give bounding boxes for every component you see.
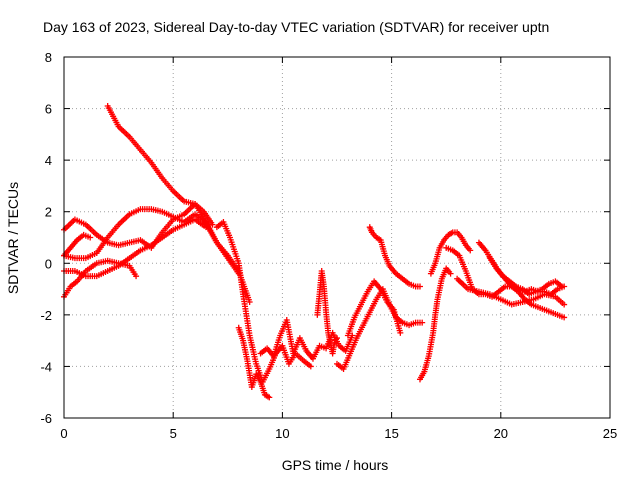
series-arc-4 xyxy=(61,216,209,280)
y-tick-label: -6 xyxy=(40,411,52,426)
data-point-marker xyxy=(561,301,568,308)
data-point-marker xyxy=(246,298,253,305)
data-point-marker xyxy=(558,283,565,290)
series-arc-14 xyxy=(416,265,454,383)
x-tick-label: 25 xyxy=(603,426,617,441)
series-arc-8 xyxy=(235,324,273,401)
series-arc-17 xyxy=(454,275,568,308)
y-tick-label: -2 xyxy=(40,308,52,323)
data-point-marker xyxy=(397,329,404,336)
x-tick-label: 0 xyxy=(60,426,67,441)
series-arc-3 xyxy=(61,206,242,277)
data-point-marker xyxy=(419,319,426,326)
chart-title: Day 163 of 2023, Sidereal Day-to-day VTE… xyxy=(43,19,549,35)
data-point-marker xyxy=(133,273,140,280)
x-tick-labels: 0 5 10 15 20 25 xyxy=(60,426,617,441)
data-point-marker xyxy=(447,270,454,277)
plot-frame xyxy=(63,56,611,419)
data-point-marker xyxy=(87,234,94,241)
x-tick-label: 5 xyxy=(170,426,177,441)
data-point-marker xyxy=(202,224,209,231)
series-arc-9 xyxy=(257,317,356,362)
data-point-marker xyxy=(307,363,314,370)
series-arc-10 xyxy=(314,268,340,357)
x-tick-label: 10 xyxy=(275,426,289,441)
data-point-marker xyxy=(209,221,216,228)
data-points-layer xyxy=(61,102,568,401)
data-point-marker xyxy=(416,283,423,290)
data-point-marker xyxy=(334,335,340,342)
series-arc-5 xyxy=(61,257,140,300)
y-tick-labels: -6 -4 -2 0 2 4 6 8 xyxy=(40,50,52,426)
series-arc-7 xyxy=(213,219,314,385)
series-arc-13 xyxy=(366,224,423,290)
y-tick-label: 6 xyxy=(45,102,52,117)
data-point-marker xyxy=(266,394,273,401)
y-tick-label: 8 xyxy=(45,50,52,65)
series-arc-12 xyxy=(344,278,404,339)
x-axis-label: GPS time / hours xyxy=(282,457,389,473)
series-arc-16 xyxy=(443,244,568,300)
y-tick-label: -4 xyxy=(40,359,52,374)
data-point-marker xyxy=(332,336,339,343)
data-point-marker xyxy=(467,247,474,254)
series-arc-19 xyxy=(486,255,565,298)
y-tick-label: 4 xyxy=(45,153,52,168)
y-axis-label: SDTVAR / TECUs xyxy=(5,182,21,294)
x-tick-label: 20 xyxy=(494,426,508,441)
y-tick-label: 2 xyxy=(45,205,52,220)
ticks-layer xyxy=(63,56,611,419)
data-point-marker xyxy=(561,314,568,321)
series-arc-1 xyxy=(104,102,253,305)
series-arc-15 xyxy=(427,229,474,277)
x-tick-label: 15 xyxy=(384,426,398,441)
y-tick-label: 0 xyxy=(45,256,52,271)
